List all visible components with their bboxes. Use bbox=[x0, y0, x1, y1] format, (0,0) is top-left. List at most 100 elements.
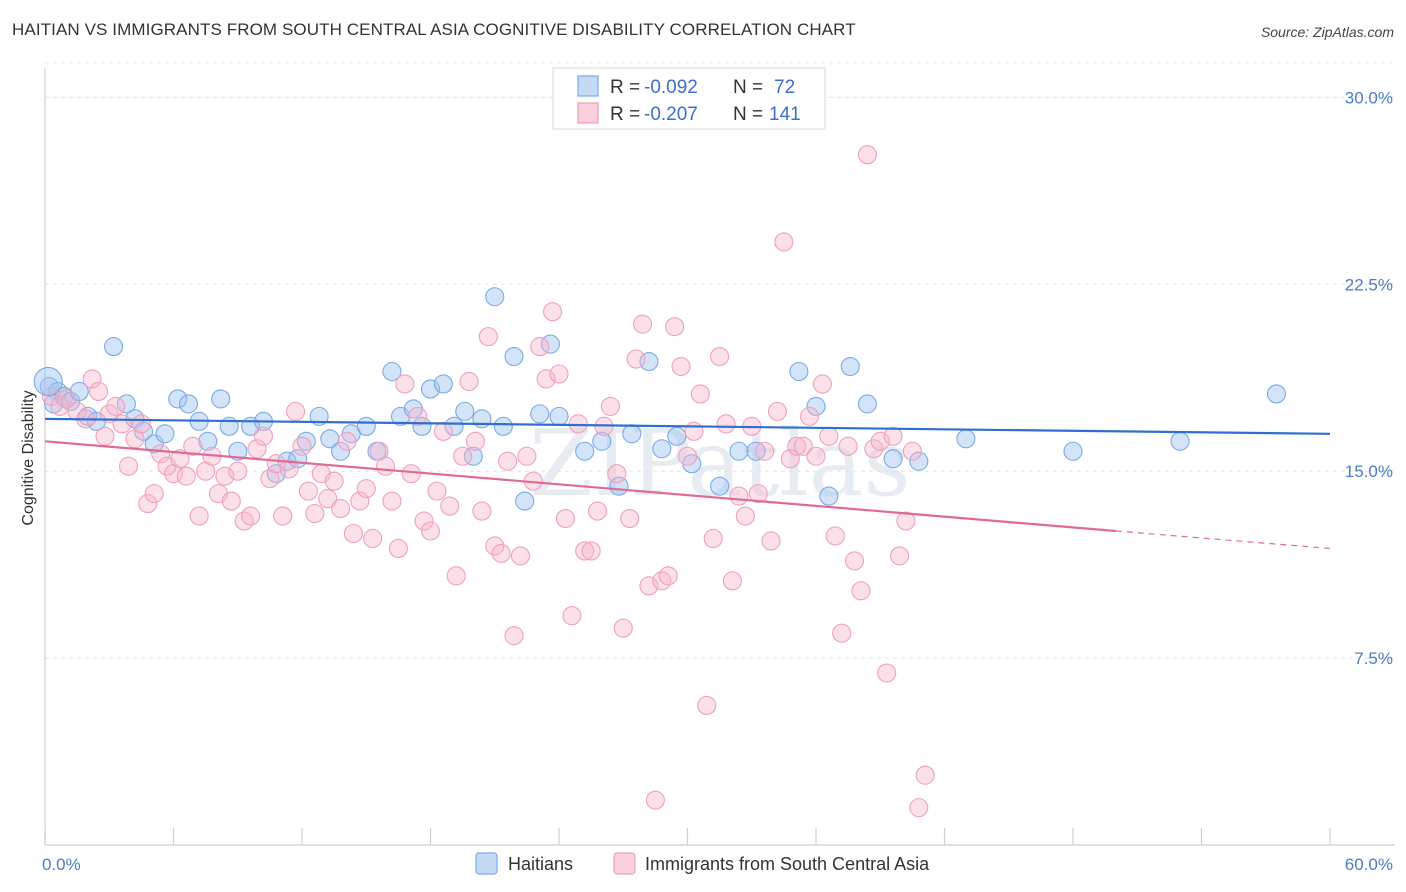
sca-point bbox=[915, 765, 935, 785]
haitian-point bbox=[144, 434, 164, 454]
sca-point bbox=[433, 421, 453, 441]
sca-point bbox=[748, 484, 768, 504]
haitian-point bbox=[883, 449, 903, 469]
sca-point bbox=[151, 444, 171, 464]
sca-point bbox=[620, 508, 640, 529]
sca-point bbox=[504, 626, 524, 646]
sca-point bbox=[543, 302, 563, 322]
sca-point bbox=[812, 374, 832, 394]
haitian-point bbox=[356, 416, 376, 436]
sca-point bbox=[453, 446, 473, 466]
legend-n-label-sca: N = bbox=[733, 104, 763, 125]
sca-point bbox=[780, 449, 800, 469]
sca-point bbox=[800, 406, 820, 426]
sca-point bbox=[382, 491, 402, 511]
haitian-point bbox=[382, 361, 402, 382]
sca-point bbox=[228, 461, 248, 481]
sca-point bbox=[710, 347, 730, 367]
legend-r-label-sca: R = bbox=[610, 104, 640, 125]
sca-point bbox=[883, 426, 903, 446]
haitian-point bbox=[330, 441, 351, 461]
sca-point bbox=[767, 401, 788, 421]
haitian-point bbox=[266, 464, 286, 484]
sca-point bbox=[697, 695, 717, 715]
haitian-point bbox=[455, 401, 475, 421]
sca-point bbox=[375, 456, 396, 476]
sca-point bbox=[343, 523, 363, 544]
sca-point bbox=[215, 466, 235, 486]
sca-point bbox=[324, 471, 344, 491]
sca-point bbox=[613, 618, 633, 638]
sca-point bbox=[183, 436, 203, 456]
sca-point bbox=[761, 531, 781, 551]
legend-r-label-haitians: R = bbox=[610, 77, 640, 98]
sca-point bbox=[555, 508, 575, 529]
haitian-point bbox=[575, 441, 595, 461]
sca-point bbox=[420, 521, 441, 541]
haitian-point bbox=[652, 439, 672, 459]
sca-point bbox=[536, 369, 556, 389]
haitian-point bbox=[1063, 441, 1083, 461]
sca-point bbox=[517, 446, 537, 466]
haitian-point bbox=[592, 431, 612, 451]
bottom-legend: Haitians Immigrants from South Central A… bbox=[475, 852, 930, 875]
scatter-points bbox=[33, 145, 1287, 818]
sca-point bbox=[690, 384, 710, 404]
y-axis-title: Cognitive Disability bbox=[20, 390, 37, 525]
trend-lines bbox=[44, 417, 1331, 550]
haitian-point bbox=[198, 431, 218, 451]
y-tick-label: 30.0% bbox=[1345, 88, 1393, 107]
sca-point bbox=[587, 501, 608, 521]
sca-point bbox=[671, 356, 691, 377]
haitian-point bbox=[472, 409, 492, 429]
sca-point bbox=[626, 349, 646, 369]
haitian-point bbox=[211, 389, 231, 409]
haitian-point bbox=[729, 441, 749, 461]
sca-point bbox=[138, 494, 158, 514]
sca-point bbox=[241, 506, 261, 526]
haitian-point bbox=[485, 287, 505, 307]
tick-labels: 7.5% 15.0% 22.5% 30.0% 0.0% 60.0% bbox=[42, 88, 1393, 874]
bottom-legend-label-sca: Immigrants from South Central Asia bbox=[645, 854, 930, 874]
sca-point bbox=[273, 506, 293, 526]
y-tick-label: 7.5% bbox=[1354, 649, 1393, 668]
haitian-point bbox=[515, 491, 535, 511]
sca-point bbox=[292, 436, 312, 456]
sca-point bbox=[639, 576, 659, 596]
sca-point bbox=[870, 431, 890, 451]
sca-point bbox=[844, 551, 865, 571]
sca-point bbox=[652, 571, 672, 591]
sca-point bbox=[684, 421, 704, 441]
haitian-point bbox=[178, 394, 199, 414]
haitian-point bbox=[530, 404, 550, 424]
haitian-point bbox=[1266, 384, 1287, 404]
sca-point bbox=[703, 528, 723, 549]
sca-point bbox=[832, 623, 852, 643]
sca-point bbox=[298, 481, 318, 501]
haitian-point bbox=[103, 337, 124, 357]
bottom-legend-swatch-haitians bbox=[475, 852, 498, 875]
y-tick-label: 22.5% bbox=[1345, 275, 1393, 294]
legend-n-label-haitians: N = bbox=[733, 77, 763, 98]
sca-point bbox=[735, 506, 755, 526]
haitian-point bbox=[433, 374, 453, 394]
sca-point bbox=[562, 606, 582, 626]
legend-swatch-sca bbox=[577, 102, 599, 124]
sca-point bbox=[106, 396, 126, 416]
sca-point bbox=[632, 314, 653, 334]
haitian-point bbox=[789, 361, 809, 382]
sca-point bbox=[568, 414, 588, 434]
haitian-point bbox=[228, 441, 248, 461]
sca-point bbox=[247, 439, 267, 459]
haitian-point bbox=[909, 451, 929, 471]
x-tick-label: 60.0% bbox=[1345, 855, 1393, 874]
sca-point bbox=[221, 491, 241, 511]
haitian-trend-line bbox=[44, 417, 1331, 435]
sca-point bbox=[472, 501, 492, 521]
haitian-point bbox=[463, 446, 483, 466]
sca-point bbox=[530, 337, 550, 357]
haitian-point bbox=[549, 406, 569, 426]
haitian-point bbox=[819, 486, 839, 506]
sca-point bbox=[787, 436, 807, 456]
